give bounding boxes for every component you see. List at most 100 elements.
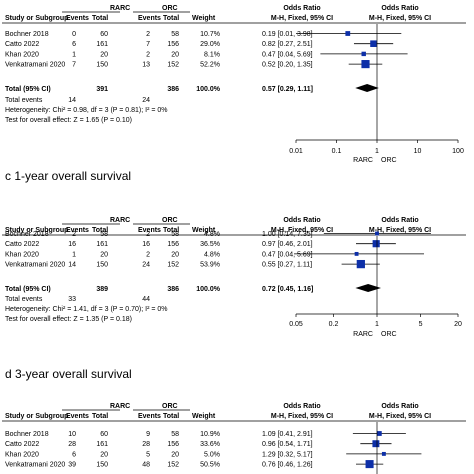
group-b-events: 13: [142, 62, 150, 69]
study-header: Study or Subgroup: [5, 15, 68, 22]
weight-value: 10.9%: [200, 431, 220, 438]
total-header: Total: [163, 413, 179, 420]
group-a-events: 0: [72, 31, 76, 38]
group-a-events-sum: 33: [68, 296, 76, 303]
group-b-total: 58: [171, 31, 179, 38]
group-a-total: 20: [100, 251, 108, 258]
or-ci-value: 1.29 [0.32, 5.17]: [262, 451, 313, 458]
group-a-total: 150: [96, 262, 108, 269]
group-a-total: 58: [100, 231, 108, 238]
favours-left-label: RARC: [353, 331, 373, 338]
group-b-total-sum: 386: [167, 86, 179, 93]
group-b-events: 7: [146, 41, 150, 48]
group-a-events: 7: [72, 62, 76, 69]
study-name: Catto 2022: [5, 41, 39, 48]
study-name: Venkatramani 2020: [5, 462, 65, 469]
events-header: Events: [66, 413, 89, 420]
total-header: Total: [163, 15, 179, 22]
forest-panel-1: RARC ORC Odds Ratio Odds Ratio Study or Subg…: [2, 5, 466, 164]
study-name: Venkatramani 2020: [5, 262, 65, 269]
weight-value: 10.7%: [200, 31, 220, 38]
favours-right-label: ORC: [381, 157, 397, 164]
group-b-events: 48: [142, 462, 150, 469]
weight-value: 5.0%: [204, 451, 220, 458]
events-header: Events: [66, 15, 89, 22]
study-point: [381, 451, 386, 456]
or-title-header: Odds Ratio: [283, 217, 320, 224]
group-b-total: 58: [171, 431, 179, 438]
weight-value: 29.0%: [200, 41, 220, 48]
study-name: Bochner 2018: [5, 31, 49, 38]
pooled-or-ci: 0.72 [0.45, 1.16]: [262, 286, 313, 293]
group-a-header: RARC: [110, 403, 130, 410]
study-point: [372, 440, 380, 448]
or-ci-value: 0.52 [0.20, 1.35]: [262, 62, 313, 69]
pooled-diamond: [355, 284, 382, 292]
weight-total: 100.0%: [196, 86, 221, 93]
total-header: Total: [92, 15, 108, 22]
or-title-header: Odds Ratio: [283, 403, 320, 410]
group-a-events: 39: [68, 462, 76, 469]
group-a-events: 1: [72, 251, 76, 258]
pooled-diamond: [355, 84, 379, 92]
group-b-total: 20: [171, 51, 179, 58]
group-b-total: 58: [171, 231, 179, 238]
forest-panel-2: c 1-year overall survival RARC ORC Odds Rat…: [2, 169, 466, 338]
or-ci-value: 0.76 [0.46, 1.26]: [262, 462, 313, 469]
study-point: [361, 60, 370, 69]
group-b-events: 2: [146, 231, 150, 238]
group-a-total: 20: [100, 51, 108, 58]
group-b-header: ORC: [162, 5, 178, 12]
group-b-total: 156: [167, 241, 179, 248]
group-a-events: 2: [72, 231, 76, 238]
group-b-total: 156: [167, 441, 179, 448]
or-ci-value: 0.19 [0.01, 3.98]: [262, 31, 313, 38]
group-b-total: 152: [167, 62, 179, 69]
weight-value: 53.9%: [200, 262, 220, 269]
study-header: Study or Subgroup: [5, 227, 68, 234]
weight-value: 4.8%: [204, 251, 220, 258]
study-name: Khan 2020: [5, 251, 39, 258]
study-point: [345, 31, 351, 36]
group-b-total: 152: [167, 262, 179, 269]
group-a-total: 150: [96, 462, 108, 469]
study-name: Khan 2020: [5, 451, 39, 458]
study-name: Venkatramani 2020: [5, 62, 65, 69]
group-a-events: 16: [68, 241, 76, 248]
study-point: [375, 231, 379, 236]
or-method-header: M-H, Fixed, 95% CI: [369, 227, 431, 234]
x-tick-label: 1: [375, 148, 379, 155]
group-b-total: 152: [167, 462, 179, 469]
study-name: Khan 2020: [5, 51, 39, 58]
group-a-total: 161: [96, 241, 108, 248]
total-events-label: Total events: [5, 97, 43, 104]
x-tick-label: 20: [454, 321, 462, 328]
overall-effect-text: Test for overall effect: Z = 1.65 (P = 0…: [5, 117, 132, 124]
group-b-total: 20: [171, 251, 179, 258]
or-method-header: M-H, Fixed, 95% CI: [271, 227, 333, 234]
total-header: Total: [92, 227, 108, 234]
group-b-events: 5: [146, 451, 150, 458]
heterogeneity-text: Heterogeneity: Chi² = 0.98, df = 3 (P = …: [5, 107, 168, 114]
weight-value: 4.8%: [204, 231, 220, 238]
x-tick-label: 10: [414, 148, 422, 155]
group-a-total: 60: [100, 31, 108, 38]
events-header: Events: [66, 227, 89, 234]
study-name: Catto 2022: [5, 441, 39, 448]
group-b-events: 28: [142, 441, 150, 448]
weight-value: 36.5%: [200, 241, 220, 248]
x-tick-label: 0.01: [289, 148, 303, 155]
panel-caption: c 1-year overall survival: [5, 169, 131, 183]
or-method-header: M-H, Fixed, 95% CI: [369, 413, 431, 420]
forest-panel-3: d 3-year overall survival RARC ORC Odds Rat…: [2, 367, 466, 474]
events-header: Events: [138, 413, 161, 420]
or-method-header: M-H, Fixed, 95% CI: [271, 15, 333, 22]
x-tick-label: 1: [375, 321, 379, 328]
study-point: [372, 240, 380, 248]
total-header: Total: [163, 227, 179, 234]
group-b-events: 16: [142, 241, 150, 248]
total-label: Total (95% CI): [5, 86, 51, 93]
group-b-total-sum: 386: [167, 286, 179, 293]
group-a-header: RARC: [110, 217, 130, 224]
